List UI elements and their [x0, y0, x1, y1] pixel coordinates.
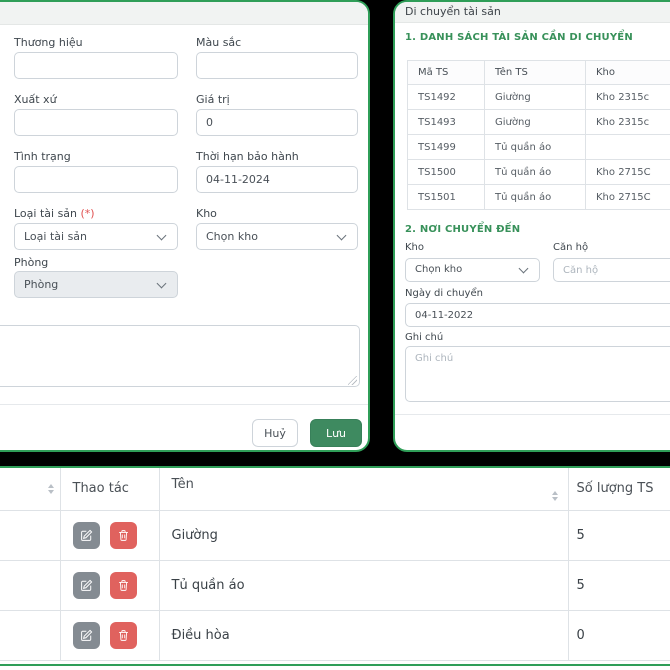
modal-title: Di chuyển tài sản: [405, 5, 501, 18]
chevron-down-icon: [156, 230, 167, 240]
dest-warehouse-select[interactable]: Chọn kho: [405, 258, 540, 282]
warehouse-select[interactable]: Chọn kho: [196, 223, 358, 250]
table-row: Điều hòa 0: [0, 610, 670, 661]
row-actions: [59, 610, 159, 661]
table-row: TS1500 Tủ quần áo Kho 2715C: [407, 159, 670, 185]
chevron-down-icon: [518, 263, 529, 274]
apartment-input[interactable]: [553, 258, 670, 282]
origin-input[interactable]: [14, 109, 178, 136]
col-kho: Kho: [585, 60, 670, 85]
footer-divider: [0, 404, 368, 405]
chevron-down-icon: [156, 278, 167, 288]
section2-heading: 2. NƠI CHUYỂN ĐẾN: [405, 224, 521, 235]
move-asset-modal-header: Di chuyển tài sản: [395, 2, 670, 23]
asset-type-name: Giường: [158, 510, 568, 561]
color-input[interactable]: [196, 52, 358, 79]
save-button[interactable]: Lưu: [310, 419, 362, 447]
assets-to-move-table: Mã TS Tên TS Kho TS1492 Giường Kho 2315c…: [407, 60, 670, 210]
note-label: Ghi chú: [405, 332, 444, 343]
move-date-label: Ngày di chuyển: [405, 288, 483, 299]
resize-handle[interactable]: [348, 376, 357, 385]
id-column-header[interactable]: [0, 468, 60, 511]
warehouse-label: Kho: [196, 207, 217, 220]
row-actions: [59, 560, 159, 611]
edit-button[interactable]: [72, 621, 100, 649]
page-background-strip: [0, 666, 670, 670]
delete-button[interactable]: [109, 571, 137, 599]
brand-label: Thương hiệu: [14, 36, 83, 49]
asset-type-qty: 5: [567, 510, 670, 561]
table-row: Tủ quần áo 5: [0, 560, 670, 611]
row-actions: [59, 510, 159, 561]
note-textarea[interactable]: [405, 346, 670, 402]
edit-button[interactable]: [72, 521, 100, 549]
section1-heading: 1. DANH SÁCH TÀI SẢN CẦN DI CHUYỂN: [405, 32, 633, 43]
trash-icon: [118, 529, 128, 541]
dest-warehouse-label: Kho: [405, 242, 425, 253]
table-row: TS1493 Giường Kho 2315c: [407, 109, 670, 135]
condition-input[interactable]: [14, 166, 178, 193]
pencil-square-icon: [80, 529, 92, 541]
trash-icon: [118, 579, 128, 591]
asset-type-label: Loại tài sản (*): [14, 207, 95, 220]
name-column-header[interactable]: Tên: [158, 468, 568, 511]
cancel-button[interactable]: Huỷ: [252, 419, 298, 447]
apartment-label: Căn hộ: [553, 242, 589, 253]
col-ma-ts: Mã TS: [407, 60, 485, 85]
sort-arrows-icon[interactable]: [551, 490, 558, 501]
asset-type-name: Tủ quần áo: [158, 560, 568, 611]
warranty-label: Thời hạn bảo hành: [196, 150, 299, 163]
value-input[interactable]: [196, 109, 358, 136]
pencil-square-icon: [80, 579, 92, 591]
trash-icon: [118, 629, 128, 641]
pencil-square-icon: [80, 629, 92, 641]
delete-button[interactable]: [109, 621, 137, 649]
warranty-date-input[interactable]: [196, 166, 358, 193]
room-label: Phòng: [14, 256, 49, 269]
table-row: Giường 5: [0, 510, 670, 561]
table-row: TS1501 Tủ quần áo Kho 2715C: [407, 184, 670, 210]
sort-arrows-icon[interactable]: [47, 483, 54, 494]
edit-button[interactable]: [72, 571, 100, 599]
description-textarea[interactable]: [0, 325, 360, 387]
origin-label: Xuất xứ: [14, 93, 57, 106]
move-asset-modal: Di chuyển tài sản 1. DANH SÁCH TÀI SẢN C…: [393, 0, 670, 452]
brand-input[interactable]: [14, 52, 178, 79]
room-select-disabled: Phòng: [14, 271, 178, 298]
asset-type-qty: 0: [567, 610, 670, 661]
asset-types-table-section: Thao tác Tên Số lượng TS: [0, 466, 670, 666]
asset-form-modal-header: [0, 2, 368, 25]
color-label: Màu sắc: [196, 36, 242, 49]
modal-footer-divider: [395, 414, 670, 415]
table-header-row: Mã TS Tên TS Kho: [407, 60, 670, 85]
asset-types-table: Thao tác Tên Số lượng TS: [0, 468, 670, 661]
move-date-input[interactable]: [405, 303, 670, 327]
table-row: TS1492 Giường Kho 2315c: [407, 84, 670, 110]
bottom-table-header-row: Thao tác Tên Số lượng TS: [0, 468, 670, 511]
delete-button[interactable]: [109, 521, 137, 549]
asset-form-modal: Thương hiệu Màu sắc Xuất xứ Giá trị Tình…: [0, 0, 370, 452]
col-ten-ts: Tên TS: [484, 60, 586, 85]
actions-column-header: Thao tác: [59, 468, 159, 511]
chevron-down-icon: [336, 230, 347, 240]
asset-type-select[interactable]: Loại tài sản: [14, 223, 178, 250]
value-label: Giá trị: [196, 93, 230, 106]
condition-label: Tình trạng: [14, 150, 71, 163]
quantity-column-header: Số lượng TS: [567, 468, 670, 511]
table-row: TS1499 Tủ quần áo: [407, 134, 670, 160]
asset-type-name: Điều hòa: [158, 610, 568, 661]
asset-type-qty: 5: [567, 560, 670, 611]
required-mark: (*): [80, 207, 95, 220]
